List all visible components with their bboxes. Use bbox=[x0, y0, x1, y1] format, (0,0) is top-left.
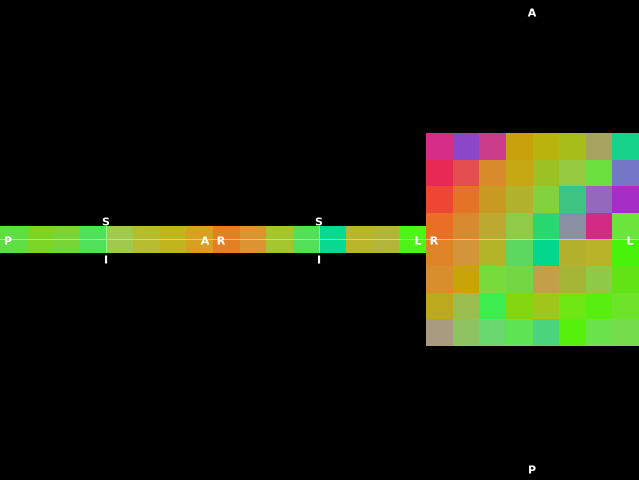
axial-tile bbox=[612, 159, 639, 187]
axial-tile bbox=[559, 212, 587, 240]
axial-tile bbox=[479, 186, 507, 214]
axial-tile bbox=[612, 292, 639, 320]
orientation-label-middle-right: L bbox=[414, 234, 422, 248]
axial-tile bbox=[479, 319, 507, 347]
orientation-label-right: A bbox=[200, 234, 210, 248]
axial-tile bbox=[505, 239, 533, 267]
axial-tile bbox=[585, 186, 613, 214]
axial-tile bbox=[585, 239, 613, 267]
axial-tile bbox=[452, 133, 480, 160]
axial-tile bbox=[532, 239, 560, 267]
axial-tile bbox=[505, 212, 533, 240]
axial-tile bbox=[479, 212, 507, 240]
axial-tile bbox=[452, 239, 480, 267]
axial-tile bbox=[452, 266, 480, 294]
orientation-label-bottom-2: I bbox=[316, 253, 322, 267]
orientation-label-top: S bbox=[102, 215, 110, 229]
axial-tile bbox=[585, 133, 613, 160]
axial-tile bbox=[505, 266, 533, 294]
axial-tile bbox=[426, 133, 453, 160]
axial-tile bbox=[559, 239, 587, 267]
axial-tile bbox=[532, 186, 560, 214]
axial-tile bbox=[559, 159, 587, 187]
axial-tile bbox=[479, 292, 507, 320]
axial-tile bbox=[452, 212, 480, 240]
axial-tile bbox=[612, 212, 639, 240]
axial-tile bbox=[505, 159, 533, 187]
orientation-label-middle-left: R bbox=[216, 234, 226, 248]
crosshair-vertical bbox=[106, 226, 107, 253]
left-image-strip[interactable] bbox=[0, 226, 427, 253]
axial-tile bbox=[585, 292, 613, 320]
axial-tile bbox=[505, 292, 533, 320]
axial-tile bbox=[532, 266, 560, 294]
axial-tile bbox=[505, 133, 533, 160]
axial-tile bbox=[532, 212, 560, 240]
axial-tile bbox=[452, 319, 480, 347]
axial-tile bbox=[426, 292, 453, 320]
axial-tile bbox=[452, 186, 480, 214]
orientation-label-axial-top: A bbox=[527, 6, 537, 20]
orientation-label-left: P bbox=[3, 234, 13, 248]
axial-tile bbox=[559, 292, 587, 320]
axial-tile bbox=[532, 159, 560, 187]
axial-tile bbox=[479, 239, 507, 267]
axial-tile bbox=[426, 159, 453, 187]
crosshair-horizontal bbox=[0, 239, 426, 240]
axial-tile bbox=[532, 133, 560, 160]
orientation-label-axial-bottom: P bbox=[527, 463, 537, 477]
axial-tile bbox=[559, 186, 587, 214]
axial-tile bbox=[452, 292, 480, 320]
axial-tile bbox=[559, 266, 587, 294]
axial-tile bbox=[585, 319, 613, 347]
axial-tile bbox=[585, 212, 613, 240]
axial-tile bbox=[505, 186, 533, 214]
axial-tile bbox=[426, 212, 453, 240]
axial-tile bbox=[479, 266, 507, 294]
crosshair-vertical-2 bbox=[319, 226, 320, 253]
orientation-label-bottom: I bbox=[103, 253, 109, 267]
axial-tile bbox=[452, 159, 480, 187]
axial-tile bbox=[479, 159, 507, 187]
axial-tile bbox=[505, 319, 533, 347]
orientation-label-axial-right: L bbox=[626, 234, 634, 248]
axial-tile bbox=[585, 159, 613, 187]
axial-tile bbox=[426, 266, 453, 294]
axial-tile bbox=[426, 239, 453, 267]
axial-tile bbox=[532, 292, 560, 320]
axial-tile bbox=[479, 133, 507, 160]
orientation-label-axial-left: R bbox=[429, 234, 439, 248]
axial-tile bbox=[612, 266, 639, 294]
axial-tile bbox=[532, 319, 560, 347]
axial-view[interactable] bbox=[426, 133, 639, 347]
axial-tile bbox=[559, 133, 587, 160]
axial-tile bbox=[559, 319, 587, 347]
axial-tile bbox=[612, 133, 639, 160]
axial-crosshair-horizontal bbox=[426, 239, 639, 240]
axial-tile bbox=[426, 319, 453, 347]
orientation-label-top-2: S bbox=[315, 215, 323, 229]
axial-tile bbox=[612, 186, 639, 214]
axial-tile bbox=[585, 266, 613, 294]
axial-tile bbox=[426, 186, 453, 214]
axial-tile bbox=[612, 319, 639, 347]
axial-tile bbox=[612, 239, 639, 267]
